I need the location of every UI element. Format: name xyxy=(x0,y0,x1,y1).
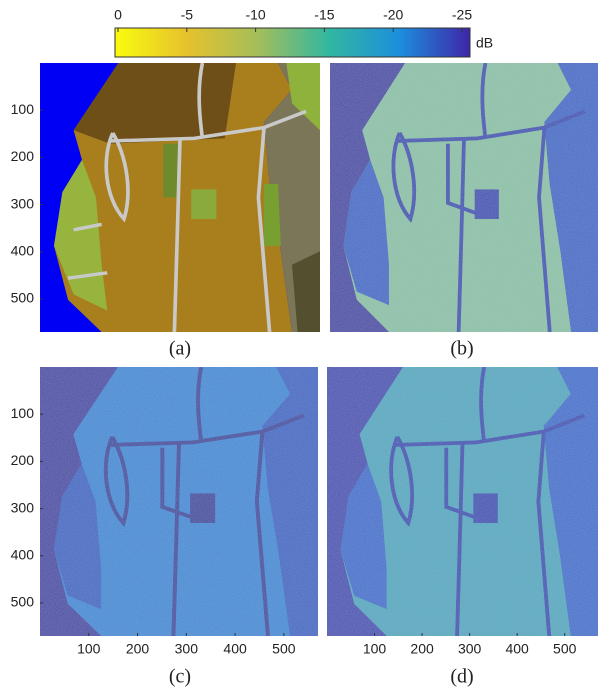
panel-image xyxy=(40,63,320,332)
figure: dB 0 -5 -10 -15 -20 -25 (a) 100 200 300 400 500 (b) (… xyxy=(0,0,598,689)
y-tick-label: 100 xyxy=(11,101,35,117)
colorbar-tick-label: -25 xyxy=(452,7,472,23)
x-tick-label: 100 xyxy=(77,641,101,657)
panel-label: (c) xyxy=(169,666,191,688)
x-tick-label: 300 xyxy=(458,641,482,657)
colorbar-tick-label: -10 xyxy=(245,7,265,23)
panel-label: (b) xyxy=(450,338,473,360)
panel-label: (d) xyxy=(450,666,473,688)
colorbar xyxy=(115,28,470,57)
y-tick-label: 400 xyxy=(11,242,35,258)
x-tick-label: 200 xyxy=(126,641,150,657)
colorbar-tick-label: 0 xyxy=(114,7,122,23)
x-tick-label: 300 xyxy=(175,641,199,657)
panel-image xyxy=(327,367,598,636)
colorbar-tick-label: -20 xyxy=(383,7,403,23)
y-tick-label: 200 xyxy=(11,452,35,468)
x-tick-label: 500 xyxy=(553,641,577,657)
colorbar-tick-label: -5 xyxy=(181,7,194,23)
colorbar-tick-label: -15 xyxy=(314,7,334,23)
y-tick-label: 300 xyxy=(11,195,35,211)
y-tick-label: 400 xyxy=(11,546,35,562)
x-tick-label: 100 xyxy=(363,641,387,657)
panel-image xyxy=(40,367,318,636)
y-tick-label: 100 xyxy=(11,405,35,421)
panel-image xyxy=(330,63,598,332)
x-tick-label: 200 xyxy=(410,641,434,657)
panel-label: (a) xyxy=(169,338,191,360)
y-tick-label: 300 xyxy=(11,499,35,515)
x-tick-label: 400 xyxy=(223,641,247,657)
y-tick-label: 500 xyxy=(11,594,35,610)
x-tick-label: 400 xyxy=(505,641,529,657)
x-tick-label: 500 xyxy=(272,641,296,657)
colorbar-unit: dB xyxy=(476,35,493,51)
y-tick-label: 200 xyxy=(11,148,35,164)
y-tick-label: 500 xyxy=(11,290,35,306)
